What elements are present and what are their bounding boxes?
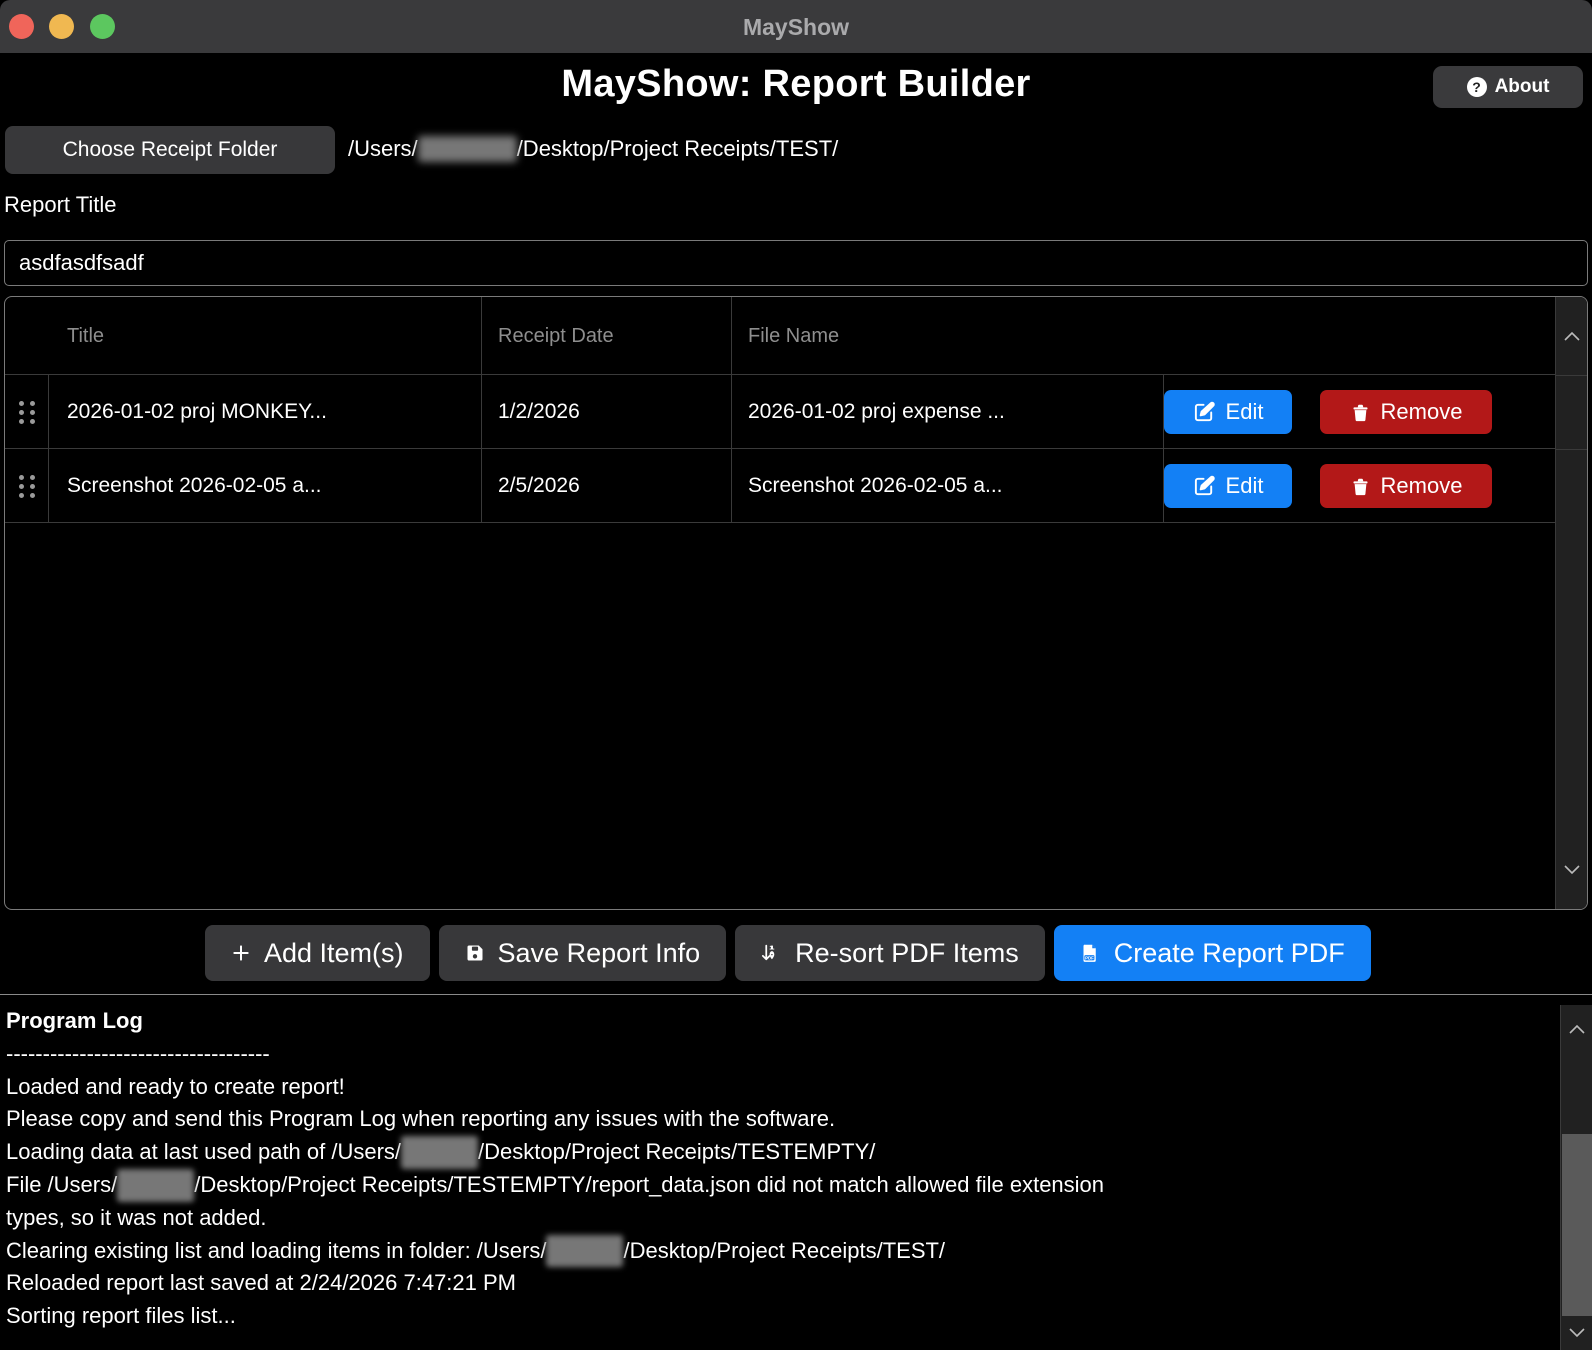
svg-text:PDF: PDF (1085, 955, 1094, 960)
